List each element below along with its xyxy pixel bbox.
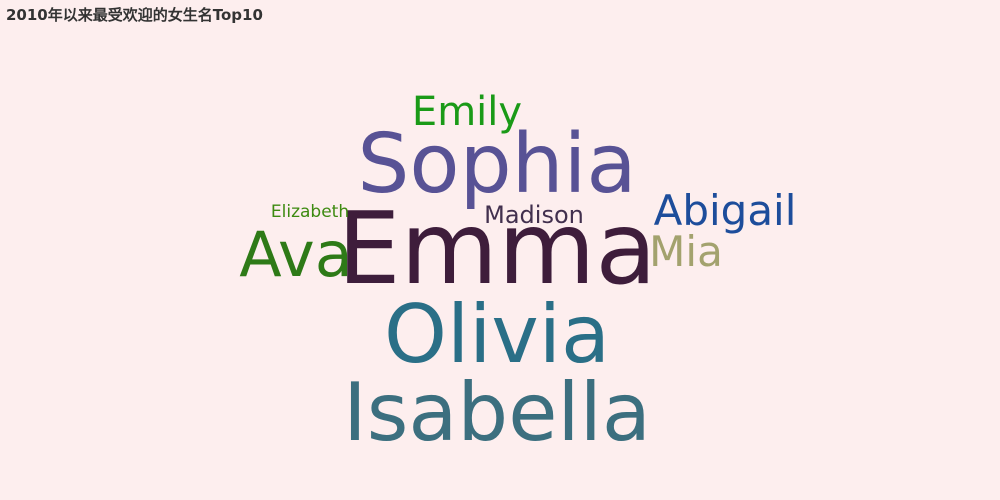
word-sophia: Sophia <box>357 117 636 212</box>
word-madison: Madison <box>484 201 584 229</box>
word-ava: Ava <box>239 218 352 291</box>
word-emma: Emma <box>337 190 656 307</box>
word-emily: Emily <box>412 89 522 135</box>
chart-title: 2010年以来最受欢迎的女生名Top10 <box>6 6 263 24</box>
word-mia: Mia <box>649 227 723 276</box>
word-olivia: Olivia <box>384 288 610 381</box>
word-isabella: Isabella <box>343 366 651 459</box>
word-abigail: Abigail <box>654 186 797 235</box>
word-elizabeth: Elizabeth <box>271 202 349 222</box>
